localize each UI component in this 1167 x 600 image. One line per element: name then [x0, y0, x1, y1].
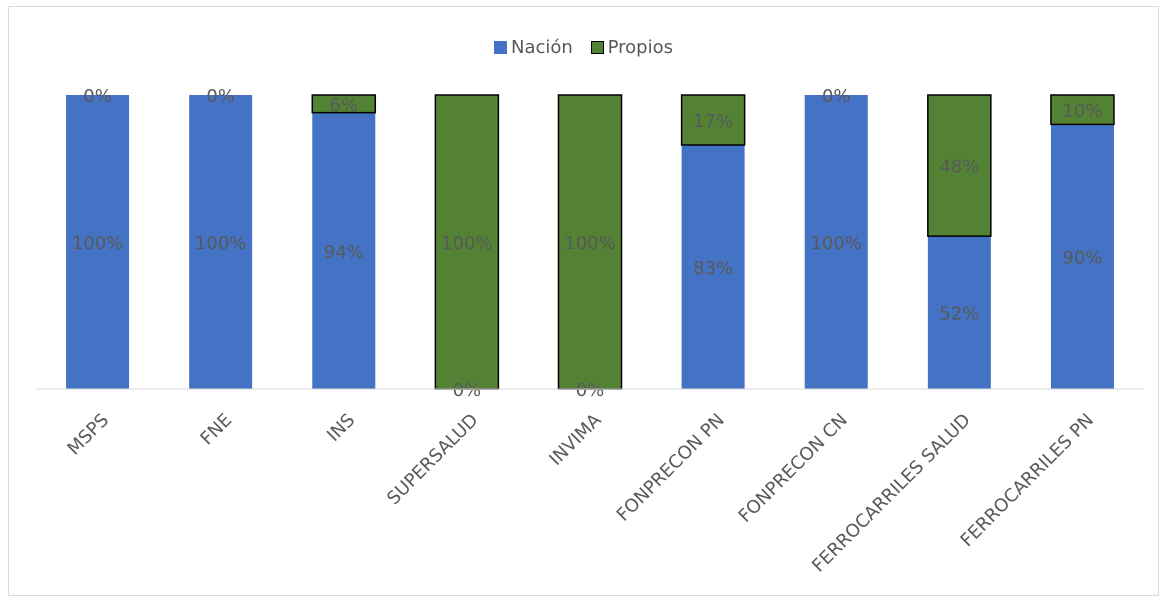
bar-nacion — [927, 236, 991, 389]
data-label-propios: 0% — [83, 86, 112, 107]
data-label-propios: 48% — [939, 157, 979, 178]
x-tick-label: INVIMA — [545, 409, 606, 470]
data-label-propios: 0% — [822, 86, 851, 107]
bar-nacion — [804, 95, 868, 389]
data-label-propios: 100% — [564, 233, 615, 254]
bar-propios — [927, 94, 992, 237]
data-label-propios: 100% — [441, 233, 492, 254]
data-label-propios: 0% — [206, 86, 235, 107]
x-tick-label: FNE — [196, 410, 236, 450]
x-tick-label: FONPRECON CN — [735, 410, 852, 527]
bar-nacion — [1050, 124, 1114, 390]
data-label-nacion: 52% — [939, 304, 979, 325]
bar-nacion — [681, 144, 745, 389]
legend: Nación Propios — [9, 37, 1158, 58]
data-label-nacion: 100% — [72, 233, 123, 254]
legend-item-nacion: Nación — [494, 37, 573, 58]
data-label-nacion: 94% — [324, 242, 364, 263]
data-label-nacion: 100% — [810, 233, 861, 254]
x-tick-label: MSPS — [63, 410, 113, 460]
data-label-nacion: 0% — [576, 380, 605, 401]
x-tick-label: SUPERSALUD — [383, 410, 482, 509]
legend-swatch-propios — [590, 41, 604, 54]
bar-propios — [311, 94, 377, 114]
bar-propios — [434, 94, 500, 390]
bar-nacion — [66, 95, 130, 389]
legend-label-propios: Propios — [607, 37, 673, 58]
data-label-propios: 10% — [1062, 101, 1102, 122]
x-tick-label: FERROCARRILES PN — [957, 410, 1098, 551]
bar-propios — [680, 94, 746, 146]
data-label-nacion: 90% — [1062, 248, 1102, 269]
legend-label-nacion: Nación — [511, 37, 573, 58]
bar-propios — [557, 94, 623, 390]
legend-swatch-nacion — [494, 41, 508, 54]
bar-nacion — [312, 112, 376, 389]
bar-nacion — [189, 95, 253, 389]
data-label-nacion: 83% — [693, 258, 733, 279]
bar-propios — [1050, 94, 1115, 126]
x-tick-label: INS — [323, 410, 359, 446]
x-tick-label: FONPRECON PN — [613, 410, 729, 526]
data-label-nacion: 100% — [195, 233, 246, 254]
data-label-nacion: 0% — [453, 380, 482, 401]
legend-item-propios: Propios — [590, 37, 673, 58]
data-label-propios: 6% — [329, 95, 358, 116]
data-label-propios: 17% — [693, 111, 733, 132]
